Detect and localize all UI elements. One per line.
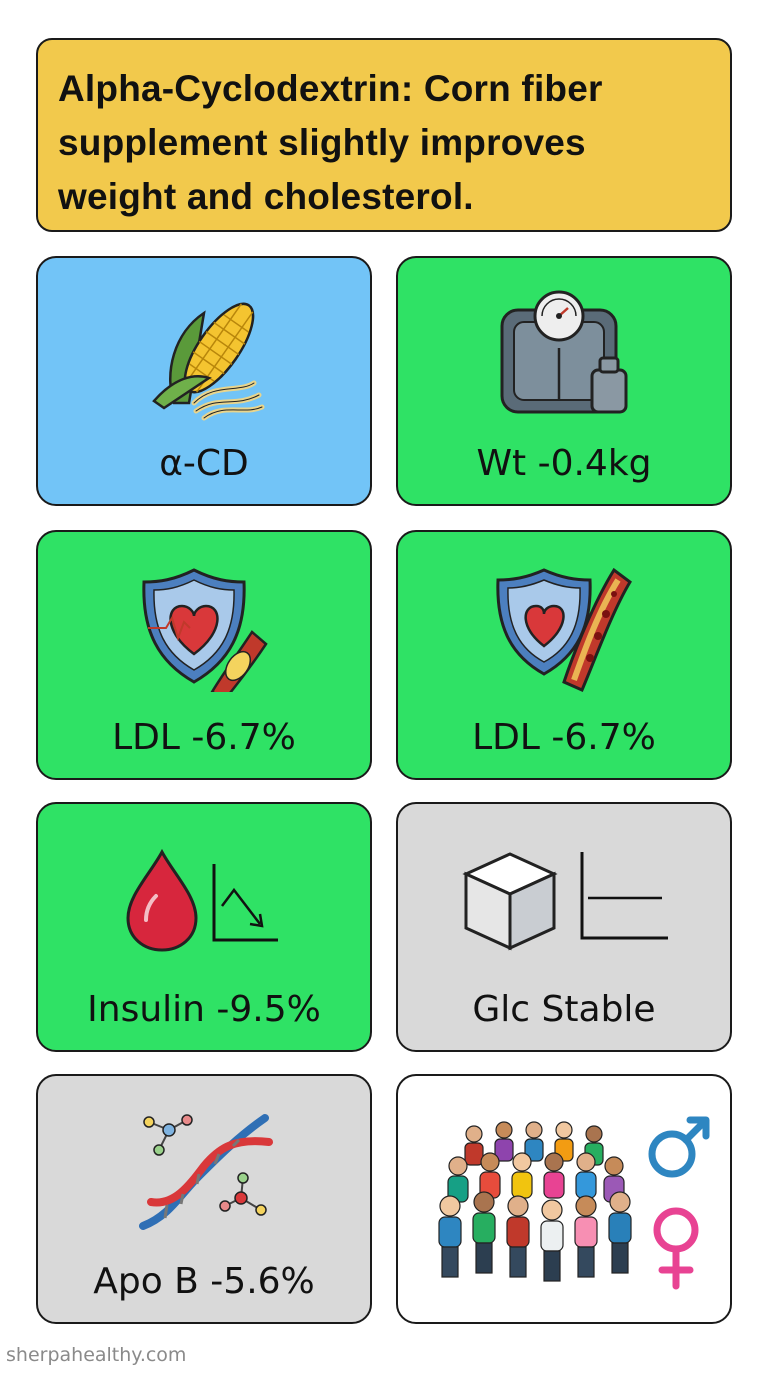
card-label: α-CD <box>159 443 249 484</box>
page-title: Alpha-Cyclodextrin: Corn fiber supplemen… <box>58 68 603 217</box>
scale-icon <box>398 278 730 428</box>
card-label: LDL -6.7% <box>112 717 296 758</box>
female-symbol-icon <box>653 1207 699 1290</box>
dna-molecule-icon <box>38 1096 370 1246</box>
heart-shield-icon <box>38 552 370 702</box>
artery-shield-icon <box>398 552 730 702</box>
footer-credit: sherpahealthy.com <box>6 1344 187 1366</box>
card-label: LDL -6.7% <box>472 717 656 758</box>
card-apo-b: Apo B -5.6% <box>36 1074 372 1324</box>
card-insulin: Insulin -9.5% <box>36 802 372 1052</box>
sugar-cube-flat-chart-icon <box>398 824 730 974</box>
male-symbol-icon <box>648 1116 710 1178</box>
blood-drop-down-chart-icon <box>38 824 370 974</box>
title-banner: Alpha-Cyclodextrin: Corn fiber supplemen… <box>36 38 732 232</box>
card-label: Glc Stable <box>472 989 656 1030</box>
corn-icon <box>38 278 370 428</box>
card-label: Wt -0.4kg <box>476 443 652 484</box>
card-ldl-1: LDL -6.7% <box>36 530 372 780</box>
card-label: Apo B -5.6% <box>93 1261 315 1302</box>
card-weight: Wt -0.4kg <box>396 256 732 506</box>
card-population <box>396 1074 732 1324</box>
crowd-gender-icon <box>398 1096 730 1306</box>
card-ldl-2: LDL -6.7% <box>396 530 732 780</box>
card-alpha-cd: α-CD <box>36 256 372 506</box>
card-label: Insulin -9.5% <box>87 989 321 1030</box>
card-glucose: Glc Stable <box>396 802 732 1052</box>
